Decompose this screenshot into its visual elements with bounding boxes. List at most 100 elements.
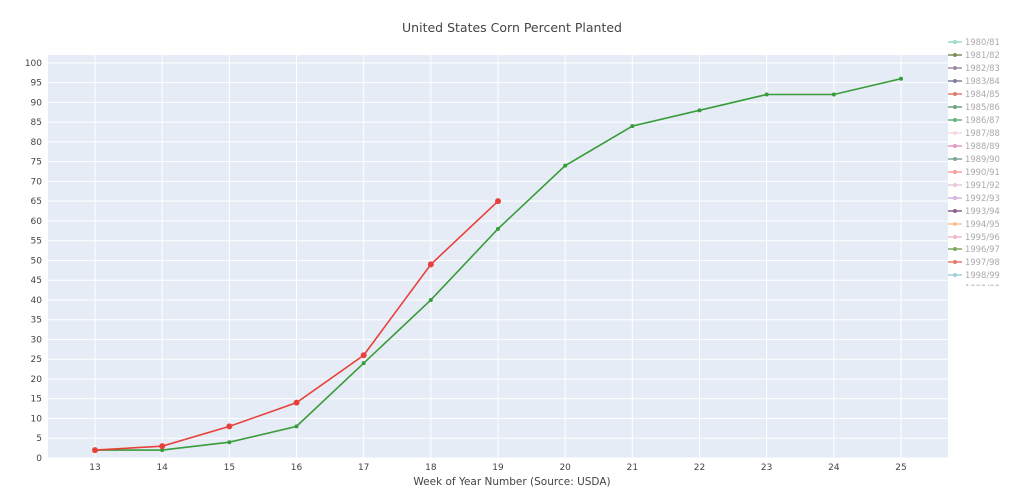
legend-label: 1997/98 bbox=[965, 257, 1000, 268]
legend-swatch bbox=[948, 53, 962, 58]
legend-swatch bbox=[948, 169, 962, 174]
y-tick-label: 35 bbox=[31, 316, 42, 326]
chart-title: United States Corn Percent Planted bbox=[402, 20, 622, 35]
series-1-point bbox=[427, 261, 434, 268]
y-tick-label: 0 bbox=[36, 454, 42, 464]
legend-item[interactable]: 1993/94 bbox=[948, 204, 1024, 217]
series-0-point bbox=[563, 163, 568, 168]
legend-swatch bbox=[948, 92, 962, 97]
series-1-point bbox=[495, 198, 501, 205]
series-1-point bbox=[226, 423, 233, 430]
y-tick-label: 65 bbox=[31, 197, 42, 207]
legend-label: 1986/87 bbox=[965, 115, 1000, 126]
legend-label: 1989/90 bbox=[965, 153, 1000, 164]
legend-label: 1996/97 bbox=[965, 244, 1000, 255]
legend-item[interactable]: 1999/00 bbox=[948, 282, 1024, 286]
y-tick-label: 30 bbox=[31, 335, 43, 345]
legend-label: 1993/94 bbox=[965, 205, 1000, 216]
legend-swatch-marker bbox=[953, 221, 957, 226]
legend-label: 1984/85 bbox=[965, 89, 1000, 100]
legend-swatch-marker bbox=[953, 118, 957, 123]
legend-swatch bbox=[948, 260, 962, 265]
legend-swatch-marker bbox=[953, 156, 957, 161]
x-axis-title: Week of Year Number (Source: USDA) bbox=[413, 476, 611, 488]
legend-label: 1988/89 bbox=[965, 140, 1000, 151]
x-tick-label: 16 bbox=[291, 463, 303, 473]
legend-item[interactable]: 1998/99 bbox=[948, 269, 1024, 282]
series-0-point bbox=[160, 448, 165, 453]
legend-item[interactable]: 1982/83 bbox=[948, 62, 1024, 75]
series-0-point bbox=[361, 361, 366, 366]
legend-label: 1995/96 bbox=[965, 231, 1000, 242]
legend-item[interactable]: 1980/81 bbox=[948, 36, 1024, 49]
legend-item[interactable]: 1985/86 bbox=[948, 101, 1024, 114]
legend-swatch bbox=[948, 247, 962, 252]
legend-item[interactable]: 1987/88 bbox=[948, 127, 1024, 140]
legend-label: 1994/95 bbox=[965, 218, 1000, 229]
y-tick-label: 15 bbox=[31, 395, 42, 405]
legend-label: 1991/92 bbox=[965, 179, 1000, 190]
legend-item[interactable]: 1996/97 bbox=[948, 243, 1024, 256]
legend-item[interactable]: 1992/93 bbox=[948, 191, 1024, 204]
y-tick-label: 70 bbox=[31, 177, 43, 187]
legend-label: 1998/99 bbox=[965, 270, 1000, 281]
legend-label: 1982/83 bbox=[965, 63, 1000, 74]
y-tick-label: 50 bbox=[31, 256, 43, 266]
series-1-point bbox=[92, 447, 99, 454]
legend-item[interactable]: 1988/89 bbox=[948, 140, 1024, 153]
y-tick-label: 60 bbox=[31, 217, 43, 227]
legend-swatch bbox=[948, 131, 962, 136]
legend-swatch-marker bbox=[953, 66, 957, 71]
legend-label: 1981/82 bbox=[965, 50, 1000, 61]
legend-swatch-marker bbox=[953, 234, 957, 239]
legend-item[interactable]: 1990/91 bbox=[948, 165, 1024, 178]
legend-item[interactable]: 1995/96 bbox=[948, 230, 1024, 243]
legend-label: 1999/00 bbox=[965, 283, 1000, 286]
y-tick-label: 100 bbox=[25, 59, 42, 69]
legend-swatch-marker bbox=[953, 92, 957, 97]
y-tick-label: 75 bbox=[31, 158, 42, 168]
legend-label: 1980/81 bbox=[965, 37, 1000, 48]
y-tick-label: 90 bbox=[31, 98, 43, 108]
x-tick-label: 20 bbox=[559, 463, 571, 473]
legend-swatch bbox=[948, 208, 962, 213]
legend-swatch bbox=[948, 156, 962, 161]
legend-label: 1985/86 bbox=[965, 102, 1000, 113]
series-1-point bbox=[360, 352, 367, 359]
x-tick-label: 22 bbox=[694, 463, 705, 473]
legend-swatch-marker bbox=[953, 260, 957, 265]
legend-swatch-marker bbox=[953, 247, 957, 252]
legend-swatch bbox=[948, 40, 962, 45]
legend-label: 1990/91 bbox=[965, 166, 1000, 177]
legend-swatch bbox=[948, 105, 962, 110]
legend-item[interactable]: 1983/84 bbox=[948, 75, 1024, 88]
legend-item[interactable]: 1984/85 bbox=[948, 88, 1024, 101]
x-tick-label: 23 bbox=[761, 463, 772, 473]
series-0-point bbox=[496, 226, 500, 231]
x-tick-label: 17 bbox=[358, 463, 369, 473]
y-tick-label: 95 bbox=[31, 79, 42, 89]
series-0-point bbox=[697, 108, 702, 113]
x-tick-label: 13 bbox=[89, 463, 100, 473]
legend-swatch bbox=[948, 273, 962, 278]
y-tick-label: 85 bbox=[31, 118, 42, 128]
series-0-point bbox=[227, 440, 232, 445]
legend-item[interactable]: 1997/98 bbox=[948, 256, 1024, 269]
legend-item[interactable]: 1989/90 bbox=[948, 152, 1024, 165]
legend-item[interactable]: 1994/95 bbox=[948, 217, 1024, 230]
x-tick-label: 14 bbox=[156, 463, 168, 473]
legend-item[interactable]: 1986/87 bbox=[948, 114, 1024, 127]
legend-swatch-marker bbox=[953, 195, 957, 200]
legend-swatch bbox=[948, 221, 962, 226]
legend-item[interactable]: 1991/92 bbox=[948, 178, 1024, 191]
legend-item[interactable]: 1981/82 bbox=[948, 49, 1024, 62]
legend-swatch bbox=[948, 234, 962, 239]
legend-swatch-marker bbox=[953, 143, 957, 148]
series-1-point bbox=[293, 399, 300, 406]
legend[interactable]: 1980/81 1981/82 1982/83 1983/84 1984/85 1985/… bbox=[948, 36, 1024, 286]
series-0-point bbox=[294, 424, 299, 429]
legend-swatch-marker bbox=[953, 53, 957, 58]
y-tick-label: 25 bbox=[31, 355, 42, 365]
legend-swatch bbox=[948, 284, 962, 286]
